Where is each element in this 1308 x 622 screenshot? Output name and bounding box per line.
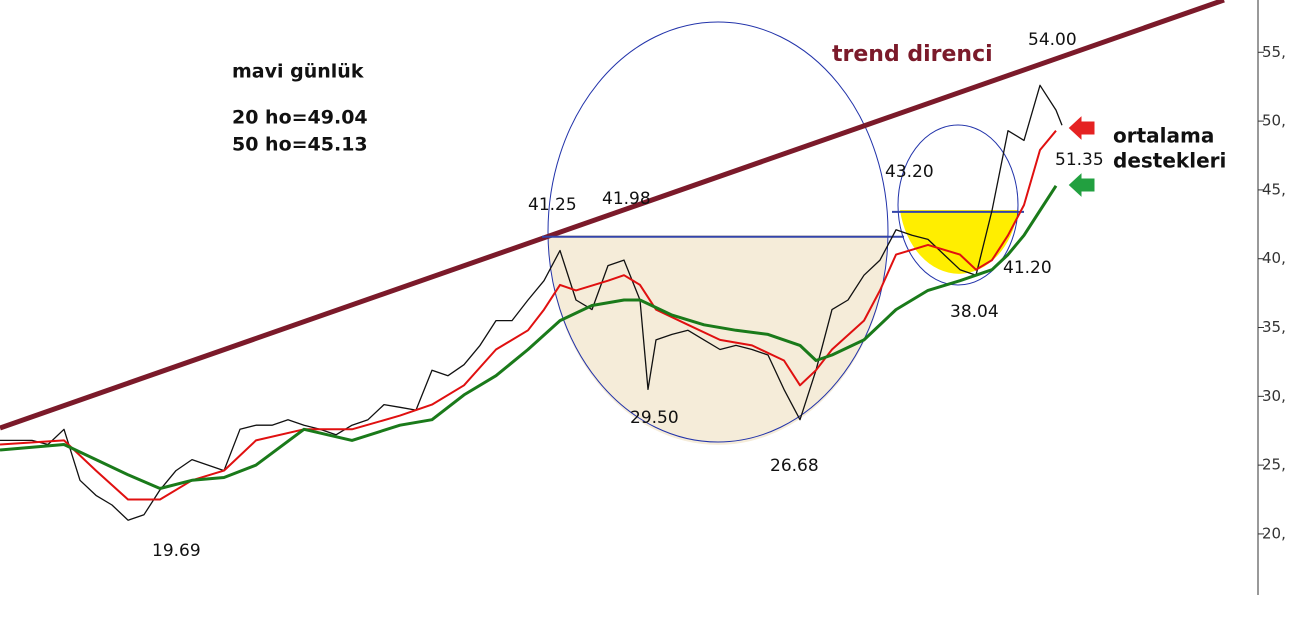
point-label: 26.68: [770, 456, 819, 476]
y-tick-label: 55,: [1262, 43, 1286, 61]
red-arrow: [1067, 113, 1096, 143]
point-label: 54.00: [1028, 30, 1077, 50]
point-label: 43.20: [885, 162, 934, 182]
trend-line: [0, 0, 1225, 431]
point-label: 29.50: [630, 408, 679, 428]
point-label: 19.69: [152, 541, 201, 561]
point-label: 41.25: [528, 195, 577, 215]
annotation: ortalama: [1113, 124, 1214, 148]
annotation: 50 ho=45.13: [232, 134, 368, 156]
point-label: 51.35: [1055, 150, 1104, 170]
y-tick-label: 45,: [1262, 180, 1286, 198]
y-tick-label: 30,: [1262, 387, 1286, 405]
point-label: 41.98: [602, 189, 651, 209]
annotation: 20 ho=49.04: [232, 107, 368, 129]
pattern-ellipse: [547, 21, 889, 443]
y-tick-label: 35,: [1262, 318, 1286, 336]
y-tick-label: 20,: [1262, 524, 1286, 542]
green-arrow: [1067, 170, 1096, 200]
point-label: 38.04: [950, 302, 999, 322]
series-line: [0, 130, 1057, 501]
annotation: destekleri: [1113, 149, 1226, 173]
y-tick-label: 25,: [1262, 456, 1286, 474]
series-line: [0, 84, 1063, 521]
y-tick-label: 50,: [1262, 112, 1286, 130]
series-line: [0, 184, 1058, 490]
pattern-ellipse: [897, 124, 1019, 286]
annotation: trend direnci: [832, 42, 993, 67]
y-tick-label: 40,: [1262, 249, 1286, 267]
point-label: 41.20: [1003, 258, 1052, 278]
annotation: mavi günlük: [232, 61, 364, 83]
